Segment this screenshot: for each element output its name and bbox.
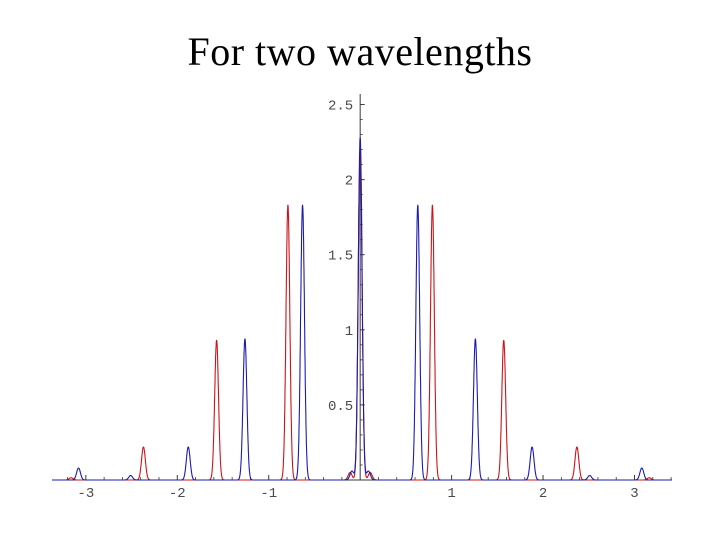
- chart-area: -3 -2 -1 1 2 3 0.5 1 1.5 2 2.5: [52, 85, 672, 513]
- series-blue-wavelength-path: [52, 137, 672, 481]
- y-tick-label: 1.5: [328, 249, 353, 265]
- interference-plot-svg: -3 -2 -1 1 2 3 0.5 1 1.5 2 2.5: [52, 94, 672, 502]
- y-tick-label: 2.5: [328, 99, 353, 115]
- y-tick-label: 0.5: [328, 399, 353, 415]
- x-tick-label: -2: [169, 486, 186, 502]
- x-tick-label: 3: [630, 486, 638, 502]
- y-tick-label: 2: [345, 174, 353, 190]
- x-tick-label: -3: [77, 486, 94, 502]
- slide-title: For two wavelengths: [187, 29, 533, 74]
- x-tick-label: -1: [260, 486, 277, 502]
- x-tick-label: 2: [539, 486, 547, 502]
- y-tick-label: 1: [345, 324, 353, 340]
- x-tick-label: 1: [447, 486, 455, 502]
